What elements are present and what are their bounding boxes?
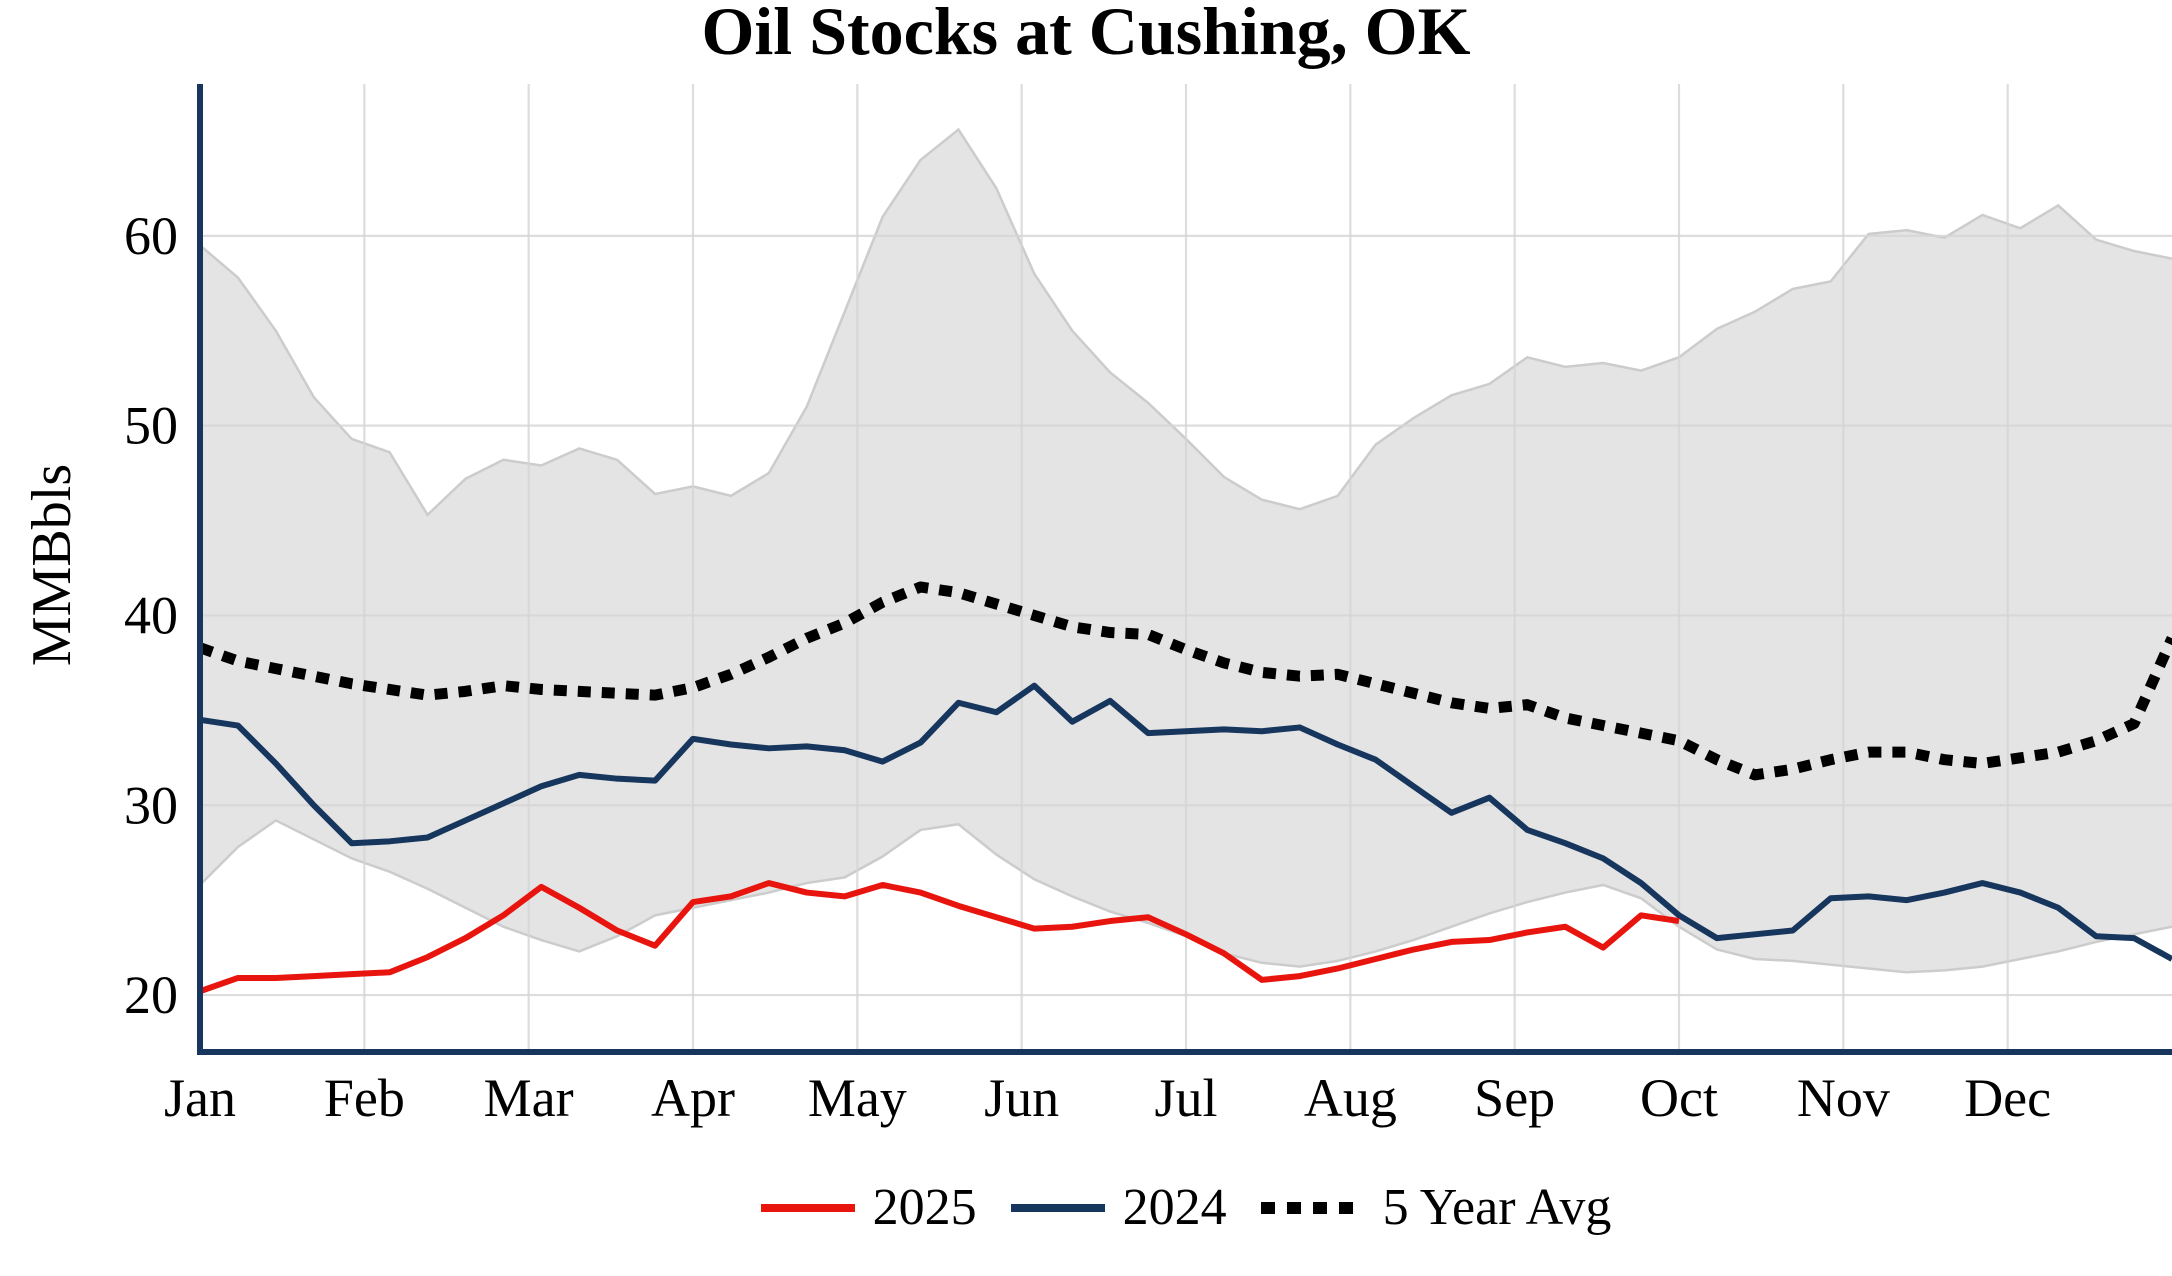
x-tick-label: Nov bbox=[1797, 1068, 1890, 1128]
x-tick-label: Oct bbox=[1640, 1068, 1718, 1128]
y-tick-label: 50 bbox=[124, 396, 178, 456]
legend-label-2025: 2025 bbox=[872, 1179, 977, 1236]
x-tick-label: Sep bbox=[1474, 1068, 1555, 1128]
x-tick-label: Apr bbox=[651, 1068, 735, 1128]
x-tick-label: Dec bbox=[1964, 1068, 2051, 1128]
x-tick-label: Jul bbox=[1154, 1068, 1217, 1128]
x-tick-label: Aug bbox=[1304, 1068, 1397, 1128]
legend-swatch-5-year-avg bbox=[1260, 1201, 1365, 1214]
legend-label-2024: 2024 bbox=[1122, 1179, 1227, 1236]
series-line-2025 bbox=[199, 880, 1680, 995]
x-tick-label: Mar bbox=[484, 1068, 574, 1128]
y-tick-label: 60 bbox=[124, 206, 178, 266]
x-tick-label: Jun bbox=[984, 1068, 1059, 1128]
y-tick-label: 30 bbox=[124, 775, 178, 835]
legend-item-2025: 2025 bbox=[760, 1178, 977, 1237]
series-line-2024 bbox=[199, 682, 2172, 962]
x-tick-label: May bbox=[808, 1068, 907, 1128]
legend-item-2024: 2024 bbox=[1010, 1178, 1227, 1237]
y-tick-label: 20 bbox=[124, 965, 178, 1025]
y-tick-label: 40 bbox=[124, 585, 178, 645]
x-tick-label: Feb bbox=[324, 1068, 405, 1128]
chart-title: Oil Stocks at Cushing, OK bbox=[701, 0, 1471, 69]
legend: 2025 2024 5 Year Avg bbox=[0, 1178, 2172, 1237]
legend-item-5-year-avg: 5 Year Avg bbox=[1260, 1178, 1612, 1237]
legend-label-5-year-avg: 5 Year Avg bbox=[1382, 1179, 1612, 1236]
legend-swatch-2025 bbox=[760, 1203, 855, 1212]
x-tick-label: Jan bbox=[164, 1068, 236, 1128]
legend-swatch-2024 bbox=[1010, 1203, 1105, 1212]
